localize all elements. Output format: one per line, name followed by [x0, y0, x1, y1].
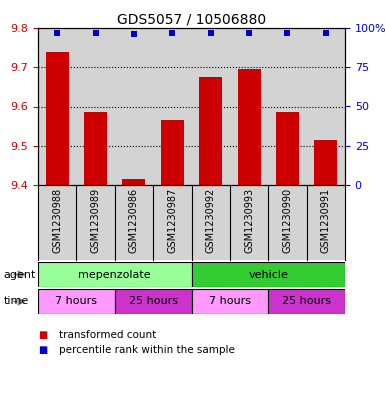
Bar [46, 51, 69, 185]
Text: ■: ■ [38, 330, 47, 340]
Bar [268, 289, 345, 314]
Text: 25 hours: 25 hours [129, 296, 177, 307]
Bar [238, 69, 261, 185]
Bar [199, 77, 222, 185]
Bar [84, 112, 107, 185]
Bar [38, 289, 115, 314]
Bar [115, 289, 191, 314]
Text: agent: agent [4, 270, 36, 279]
Bar [276, 112, 299, 185]
Bar [314, 140, 337, 185]
Bar [122, 179, 146, 185]
Text: 7 hours: 7 hours [209, 296, 251, 307]
Bar [191, 262, 345, 287]
Text: time: time [4, 296, 29, 307]
Text: vehicle: vehicle [248, 270, 288, 279]
Text: ■: ■ [38, 345, 47, 355]
Bar [191, 289, 268, 314]
Title: GDS5057 / 10506880: GDS5057 / 10506880 [117, 13, 266, 27]
Text: 7 hours: 7 hours [55, 296, 97, 307]
Text: percentile rank within the sample: percentile rank within the sample [59, 345, 235, 355]
Text: mepenzolate: mepenzolate [79, 270, 151, 279]
Text: 25 hours: 25 hours [282, 296, 331, 307]
Text: transformed count: transformed count [59, 330, 156, 340]
Bar [161, 120, 184, 185]
Bar [38, 262, 191, 287]
